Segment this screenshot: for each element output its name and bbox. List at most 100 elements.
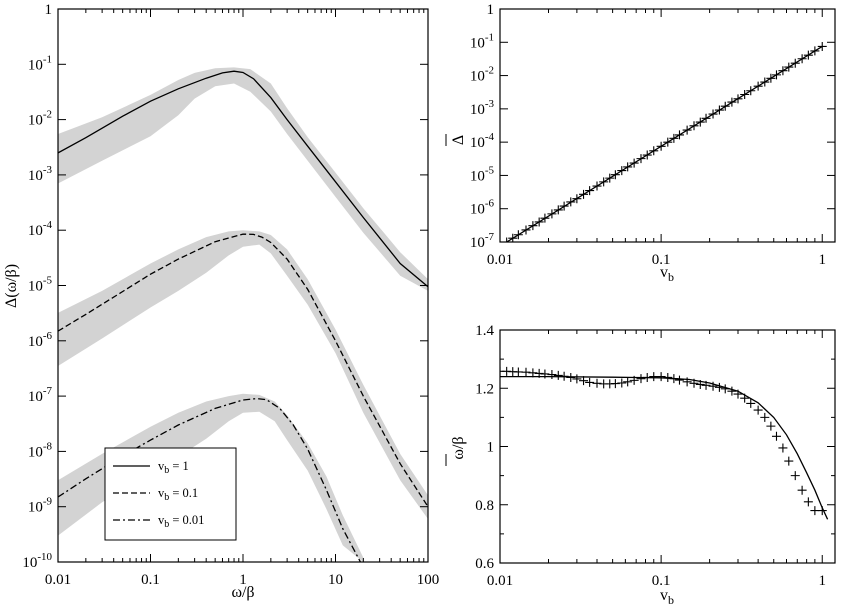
tr-y-axis-label: Δ bbox=[450, 135, 467, 145]
legend-label-2: vb = 0.01 bbox=[158, 513, 204, 530]
br-plus-marker bbox=[559, 371, 569, 381]
tr-plus-marker bbox=[605, 173, 615, 183]
tr-x-axis-label: vb bbox=[660, 264, 674, 284]
tr-ytick-label: 10-4 bbox=[470, 131, 495, 151]
tr-plus-marker bbox=[771, 70, 781, 80]
tr-ytick-labels: 10-7 10-6 10-5 10-4 10-3 10-2 10-1 1 bbox=[470, 2, 495, 251]
tr-plus-marker bbox=[502, 237, 512, 242]
tr-plus-marker bbox=[642, 150, 652, 160]
br-plus-marker bbox=[778, 443, 788, 453]
tr-plus-marker bbox=[778, 66, 788, 76]
tr-plus-marker bbox=[753, 81, 763, 91]
left-y-axis-label: Δ(ω/β) bbox=[3, 264, 20, 308]
tr-plus-marker bbox=[708, 109, 718, 119]
tr-plus-marker bbox=[733, 94, 743, 104]
tr-plus-marker bbox=[521, 225, 531, 235]
left-band-2 bbox=[58, 393, 364, 562]
tr-plus-marker bbox=[727, 97, 737, 107]
tr-xtick-labels: 0.01 0.1 1 bbox=[487, 252, 826, 268]
tr-plus-marker bbox=[540, 213, 550, 223]
br-plus-marker bbox=[674, 375, 684, 385]
left-x-axis-label: ω/β bbox=[231, 584, 254, 601]
tr-plus-marker bbox=[636, 154, 646, 164]
left-ticks bbox=[57, 8, 429, 563]
tr-xtick-label: 1 bbox=[818, 252, 826, 268]
tr-plus-marker bbox=[579, 189, 589, 199]
br-plus-marker bbox=[790, 471, 800, 481]
tr-y-axis-label-group: Δ bbox=[445, 134, 467, 146]
tr-ytick-label: 10-5 bbox=[470, 164, 495, 184]
br-plus-marker bbox=[689, 378, 699, 388]
br-plus-marker bbox=[714, 382, 724, 392]
tr-plus-marker bbox=[674, 130, 684, 140]
br-ytick-label: 1.2 bbox=[475, 381, 494, 397]
legend-label-0: vb = 1 bbox=[158, 459, 189, 476]
br-ytick-label: 1 bbox=[487, 440, 495, 456]
tr-plus-marker bbox=[553, 205, 563, 215]
tr-plus-marker bbox=[720, 101, 730, 111]
tr-plus-marker bbox=[695, 117, 705, 127]
left-series-0 bbox=[58, 70, 428, 288]
tr-plus-marker bbox=[559, 201, 569, 211]
left-series bbox=[58, 70, 428, 562]
br-plus-marker bbox=[797, 485, 807, 495]
br-plus-marker bbox=[760, 412, 770, 422]
left-ytick-label: 10-2 bbox=[28, 109, 52, 129]
br-plus-marker bbox=[784, 456, 794, 466]
left-bands bbox=[58, 67, 428, 562]
br-plus-marker bbox=[528, 368, 538, 378]
tr-ytick-label: 10-1 bbox=[470, 31, 494, 51]
bottom-right-chart: 0.6 0.8 1 1.2 1.4 0.01 0.1 1 vb ω/β bbox=[445, 323, 836, 607]
br-plus-marker bbox=[553, 370, 563, 380]
left-band-0 bbox=[58, 67, 428, 291]
left-xtick-label: 100 bbox=[417, 572, 440, 588]
tr-plot-frame bbox=[499, 8, 836, 243]
tr-ticks bbox=[499, 8, 835, 243]
br-plus-marker bbox=[708, 381, 718, 391]
br-x-axis-label: vb bbox=[660, 587, 674, 607]
tr-ytick-label: 10-2 bbox=[470, 65, 494, 85]
br-plus-marker bbox=[579, 376, 589, 386]
tr-plus-marker bbox=[663, 137, 673, 147]
tr-plus-marker bbox=[803, 50, 813, 60]
br-plus-marker bbox=[629, 375, 639, 385]
br-ytick-labels: 0.6 0.8 1 1.2 1.4 bbox=[475, 323, 494, 572]
br-y-axis-label: ω/β bbox=[450, 436, 467, 459]
left-xtick-labels: 0.01 0.1 1 10 100 bbox=[45, 572, 439, 588]
legend-box bbox=[104, 447, 237, 541]
br-plus-marker bbox=[610, 379, 620, 389]
left-xtick-label: 0.1 bbox=[141, 572, 160, 588]
left-ytick-label: 10-6 bbox=[28, 330, 53, 350]
tr-plus-marker bbox=[701, 113, 711, 123]
tr-plus-marker bbox=[682, 125, 692, 135]
br-y-axis-label-group: ω/β bbox=[445, 436, 467, 466]
br-plus-marker bbox=[585, 377, 595, 387]
br-ytick-label: 0.6 bbox=[475, 556, 494, 572]
legend-label-1: vb = 0.1 bbox=[158, 486, 198, 503]
br-plus-marker bbox=[656, 372, 666, 382]
left-xtick-label: 1 bbox=[239, 572, 247, 588]
tr-plus-marker bbox=[534, 217, 544, 227]
tr-plus-marker bbox=[592, 181, 602, 191]
br-plus-marker bbox=[733, 389, 743, 399]
br-plus-marker bbox=[540, 369, 550, 379]
legend: vb = 1 vb = 0.1 vb = 0.01 bbox=[104, 447, 237, 541]
tr-ytick-label: 10-3 bbox=[470, 98, 495, 118]
tr-plus-marker bbox=[689, 121, 699, 131]
left-xtick-label: 0.01 bbox=[45, 572, 71, 588]
br-plus-marker bbox=[521, 367, 531, 377]
tr-plus-marker bbox=[547, 209, 557, 219]
tr-xtick-label: 0.1 bbox=[652, 252, 671, 268]
br-plus-marker bbox=[566, 372, 576, 382]
br-markers bbox=[500, 366, 827, 516]
tr-plus-marker bbox=[817, 41, 827, 51]
br-plus-marker bbox=[771, 431, 781, 441]
left-xtick-label: 10 bbox=[328, 572, 343, 588]
br-plus-marker bbox=[766, 421, 776, 431]
br-plot-frame bbox=[499, 329, 836, 564]
tr-plus-marker bbox=[629, 158, 639, 168]
br-ytick-label: 1.4 bbox=[475, 323, 494, 339]
br-plus-marker bbox=[572, 374, 582, 384]
left-band-1 bbox=[58, 230, 428, 519]
tr-plus-marker bbox=[599, 177, 609, 187]
